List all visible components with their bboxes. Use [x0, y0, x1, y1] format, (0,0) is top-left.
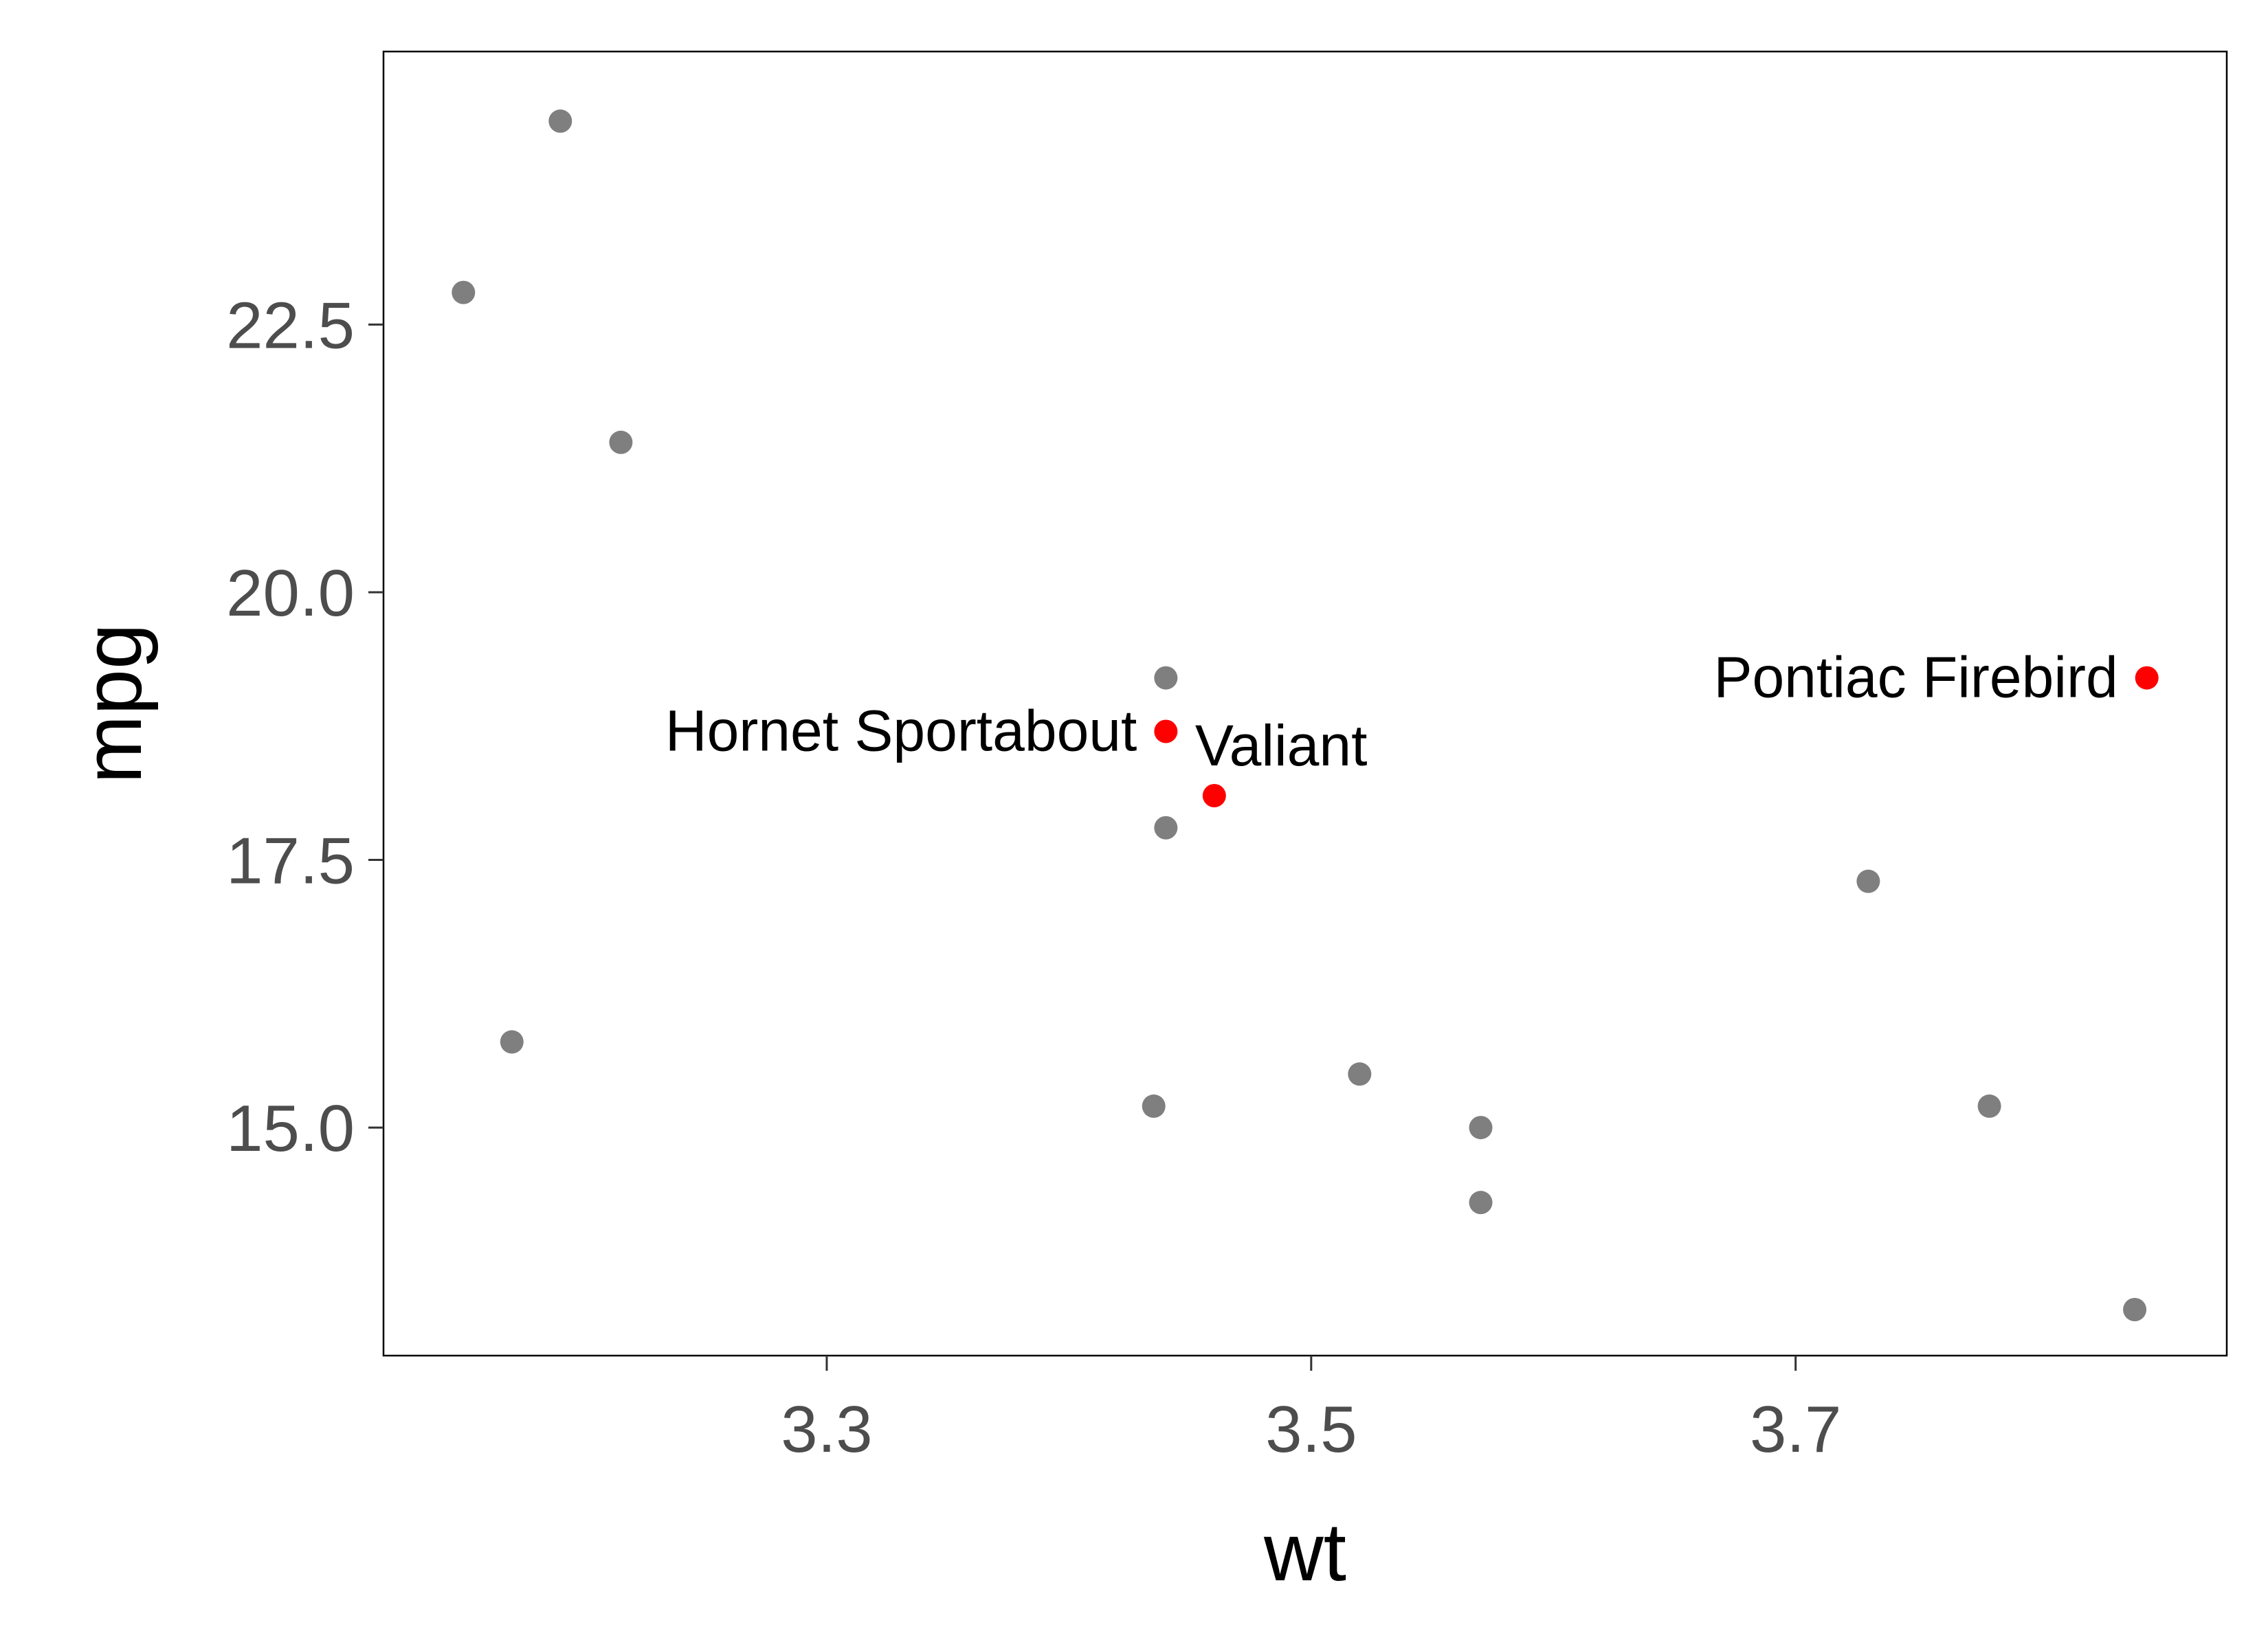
y-axis: 15.0 17.5 20.0 22.5	[226, 289, 383, 1165]
data-point	[609, 430, 633, 454]
point-label: Valiant	[1195, 713, 1368, 778]
highlighted-point	[1154, 719, 1178, 743]
highlighted-point	[1202, 784, 1226, 808]
x-tick-label: 3.7	[1750, 1393, 1841, 1466]
x-axis-title: wt	[1263, 1506, 1346, 1598]
y-tick-label: 17.5	[226, 824, 355, 898]
data-point	[452, 280, 476, 304]
y-axis-title: mpg	[67, 623, 159, 783]
data-point	[548, 109, 572, 133]
data-point	[2123, 1297, 2147, 1321]
data-point	[1154, 666, 1178, 690]
data-point	[1469, 1116, 1493, 1140]
data-points	[452, 109, 2159, 1321]
data-point	[1348, 1062, 1372, 1086]
y-tick-label: 15.0	[226, 1092, 355, 1165]
data-point	[1469, 1191, 1493, 1215]
point-labels: Hornet Sportabout Valiant Pontiac Firebird	[665, 645, 2118, 778]
data-point	[1142, 1094, 1166, 1118]
point-label: Hornet Sportabout	[665, 699, 1137, 763]
y-tick-label: 22.5	[226, 289, 355, 362]
x-tick-label: 3.3	[781, 1393, 872, 1466]
data-point	[1154, 816, 1178, 840]
highlighted-point	[2135, 666, 2159, 690]
y-tick-label: 20.0	[226, 557, 355, 630]
data-point	[1977, 1094, 2001, 1118]
point-label: Pontiac Firebird	[1713, 645, 2117, 710]
data-point	[1856, 869, 1880, 893]
data-point	[500, 1030, 524, 1054]
x-axis: 3.3 3.5 3.7	[781, 1356, 1841, 1466]
x-tick-label: 3.5	[1265, 1393, 1357, 1466]
plot-panel	[382, 50, 2228, 1357]
